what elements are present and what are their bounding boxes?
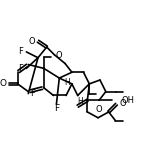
Text: OH: OH: [121, 96, 134, 105]
Text: H: H: [77, 97, 83, 106]
Text: O: O: [119, 99, 126, 108]
Text: F: F: [54, 104, 59, 113]
Text: O: O: [96, 105, 102, 114]
Text: F: F: [30, 89, 35, 98]
Text: O: O: [0, 79, 7, 88]
Text: O: O: [28, 37, 35, 46]
Text: H: H: [64, 78, 70, 87]
Text: O: O: [56, 51, 62, 60]
Text: F: F: [19, 64, 24, 73]
Text: F: F: [19, 47, 24, 56]
